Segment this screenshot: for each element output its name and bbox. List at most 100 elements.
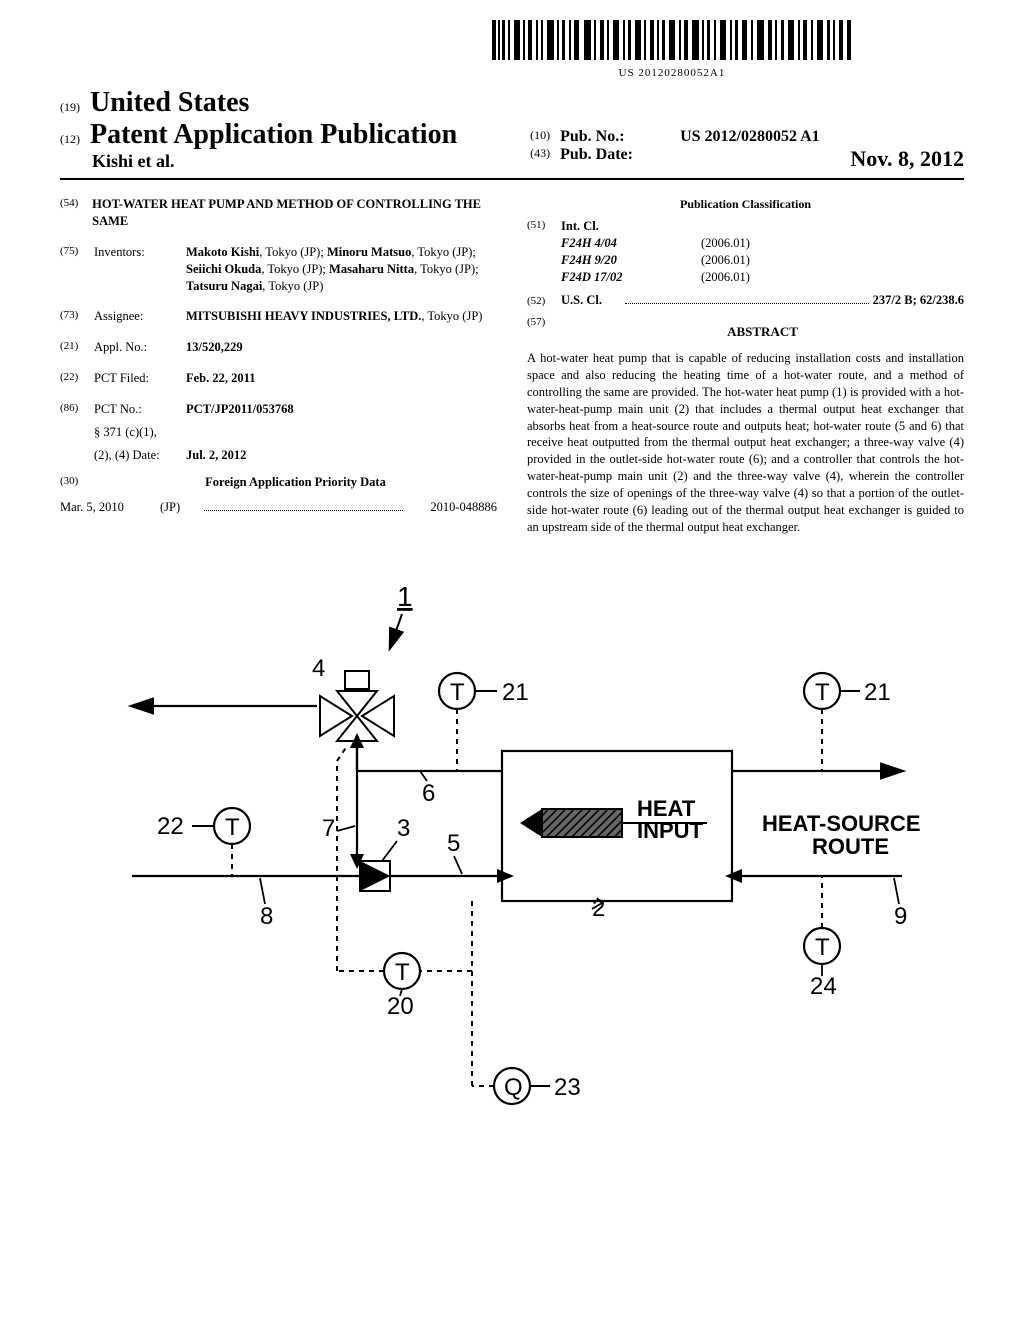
code-57: (57): [527, 315, 561, 345]
371-date-value: Jul. 2, 2012: [186, 447, 497, 464]
barcode-number: US 20120280052A1: [380, 67, 964, 79]
field-52: (52) U.S. Cl. 237/2 B; 62/238.6: [527, 292, 964, 309]
field-54: (54) HOT-WATER HEAT PUMP AND METHOD OF C…: [60, 196, 497, 230]
header-left: (19) United States (12) Patent Applicati…: [60, 87, 512, 172]
fig-label-8: 8: [260, 903, 273, 930]
sensor-q-23-label: Q: [504, 1074, 523, 1101]
code-43: (43): [530, 146, 560, 172]
heat-source-label-1: HEAT-SOURCE: [762, 811, 921, 836]
intcl-2-year: (2006.01): [701, 269, 821, 286]
applno-label: Appl. No.:: [94, 339, 186, 356]
field-86-sub: § 371 (c)(1),: [60, 424, 497, 441]
figure-area: 1 HEAT INPUT 4 T 21 6: [60, 576, 964, 1136]
intcl-row-1: F24H 9/20 (2006.01): [561, 252, 964, 269]
publication-type: Patent Application Publication: [90, 119, 457, 150]
field-30: (30) Foreign Application Priority Data: [60, 474, 497, 491]
code-86: (86): [60, 401, 94, 418]
fig-label-20: 20: [387, 993, 414, 1020]
three-way-valve: [320, 671, 394, 741]
header-right: (10) Pub. No.: US 2012/0280052 A1 (43) P…: [530, 128, 964, 172]
left-column: (54) HOT-WATER HEAT PUMP AND METHOD OF C…: [60, 190, 497, 536]
code-75: (75): [60, 244, 94, 295]
inv4: Masaharu Nitta: [329, 262, 414, 276]
body-columns: (54) HOT-WATER HEAT PUMP AND METHOD OF C…: [60, 190, 964, 536]
priority-country: (JP): [160, 499, 200, 516]
code-52: (52): [527, 294, 561, 309]
pubno-value: US 2012/0280052 A1: [680, 128, 820, 146]
uscl-label: U.S. Cl.: [561, 292, 621, 309]
heat-source-label-2: ROUTE: [812, 834, 889, 859]
leader-dots: [204, 501, 403, 511]
inventors-value: Makoto Kishi, Tokyo (JP); Minoru Matsuo,…: [186, 244, 497, 295]
priority-number: 2010-048886: [407, 499, 497, 516]
intcl-1-year: (2006.01): [701, 252, 821, 269]
foreign-priority-row: Mar. 5, 2010 (JP) 2010-048886: [60, 499, 497, 516]
heat-input-block: [542, 809, 622, 837]
intcl-0-year: (2006.01): [701, 235, 821, 252]
pubdate-value: Nov. 8, 2012: [850, 146, 964, 172]
code-12: (12): [60, 132, 80, 146]
fig-label-9: 9: [894, 903, 907, 930]
inventors-label: Inventors:: [94, 244, 186, 295]
code-21: (21): [60, 339, 94, 356]
pump-3: [360, 861, 390, 891]
authors-line: Kishi et al.: [92, 151, 512, 172]
field-86: (86) PCT No.: PCT/JP2011/053768: [60, 401, 497, 418]
code-54: (54): [60, 196, 92, 230]
pctfiled-label: PCT Filed:: [94, 370, 186, 387]
inv1-loc: , Tokyo (JP);: [259, 245, 327, 259]
field-51: (51) Int. Cl. F24H 4/04 (2006.01) F24H 9…: [527, 218, 964, 286]
barcode-graphic: [492, 20, 852, 65]
pctfiled-value: Feb. 22, 2011: [186, 370, 497, 387]
fig-label-7: 7: [322, 815, 335, 842]
fig-label-21a: 21: [502, 679, 529, 706]
barcode-area: US 20120280052A1: [380, 20, 964, 79]
inv2: Minoru Matsuo: [327, 245, 411, 259]
priority-date: Mar. 5, 2010: [60, 499, 160, 516]
fig-label-21b: 21: [864, 679, 891, 706]
heat-input-label-2: INPUT: [637, 818, 704, 843]
pctno-value: PCT/JP2011/053768: [186, 401, 497, 418]
assignee-value: MITSUBISHI HEAVY INDUSTRIES, LTD., Tokyo…: [186, 308, 497, 325]
abstract-text: A hot-water heat pump that is capable of…: [527, 350, 964, 536]
fig-label-23: 23: [554, 1074, 581, 1101]
leader-dots-uscl: [625, 294, 869, 304]
intcl-2: F24D 17/02: [561, 269, 701, 286]
code-51: (51): [527, 218, 561, 286]
pubdate-label: Pub. Date:: [560, 146, 680, 172]
intcl-row-0: F24H 4/04 (2006.01): [561, 235, 964, 252]
code-19: (19): [60, 100, 80, 114]
field-86-sub2: (2), (4) Date: Jul. 2, 2012: [60, 447, 497, 464]
field-22: (22) PCT Filed: Feb. 22, 2011: [60, 370, 497, 387]
inv3: Seiichi Okuda: [186, 262, 261, 276]
fig-label-3: 3: [397, 815, 410, 842]
pubno-label: Pub. No.:: [560, 128, 680, 146]
assignee-label: Assignee:: [94, 308, 186, 325]
right-column: Publication Classification (51) Int. Cl.…: [527, 190, 964, 536]
code-73: (73): [60, 308, 94, 325]
field-57: (57) ABSTRACT: [527, 315, 964, 345]
371-label-1: § 371 (c)(1),: [94, 424, 186, 441]
inv5-loc: , Tokyo (JP): [262, 279, 323, 293]
foreign-priority-heading: Foreign Application Priority Data: [94, 474, 497, 491]
intcl-0: F24H 4/04: [561, 235, 701, 252]
inv5: Tatsuru Nagai: [186, 279, 262, 293]
inv3-loc: , Tokyo (JP);: [261, 262, 329, 276]
assignee-name: MITSUBISHI HEAVY INDUSTRIES, LTD.: [186, 309, 421, 323]
sensor-t-21a-label: T: [450, 679, 465, 706]
intcl-1: F24H 9/20: [561, 252, 701, 269]
fig-label-22: 22: [157, 813, 184, 840]
invention-title: HOT-WATER HEAT PUMP AND METHOD OF CONTRO…: [92, 196, 497, 230]
intcl-label: Int. Cl.: [561, 218, 964, 235]
fig-label-4: 4: [312, 655, 325, 682]
inv4-loc: , Tokyo (JP);: [414, 262, 479, 276]
assignee-loc: , Tokyo (JP): [421, 309, 482, 323]
code-10: (10): [530, 128, 560, 146]
field-73: (73) Assignee: MITSUBISHI HEAVY INDUSTRI…: [60, 308, 497, 325]
field-21: (21) Appl. No.: 13/520,229: [60, 339, 497, 356]
classification-heading: Publication Classification: [527, 196, 964, 212]
sensor-t-24-label: T: [815, 934, 830, 961]
intcl-row-2: F24D 17/02 (2006.01): [561, 269, 964, 286]
fig-label-1: 1: [397, 581, 413, 612]
header: (19) United States (12) Patent Applicati…: [60, 87, 964, 172]
